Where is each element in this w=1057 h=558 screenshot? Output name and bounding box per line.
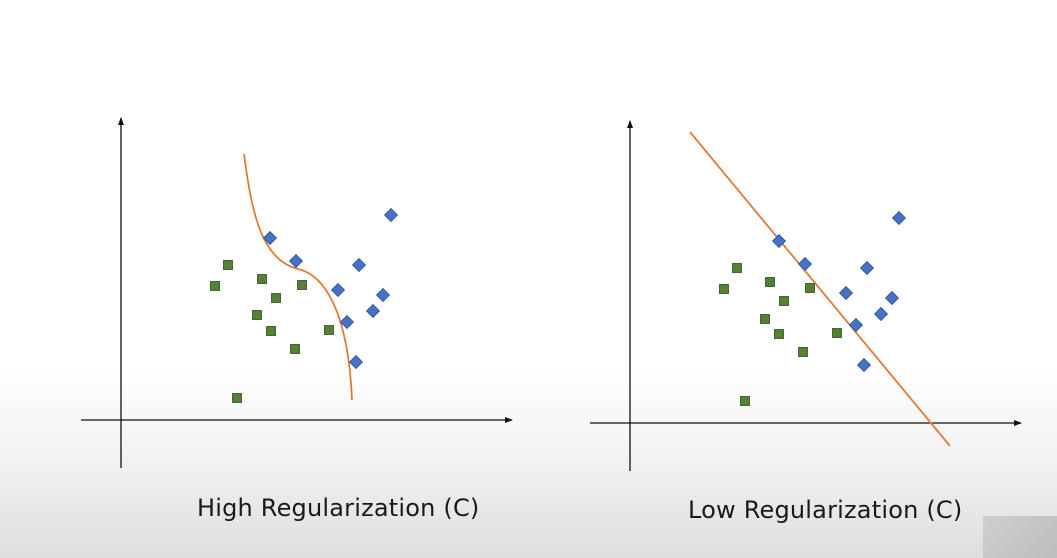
low-diamond-point-4 [859, 260, 875, 276]
caption-low-regularization: Low Regularization (C) [688, 496, 963, 524]
high-square-point-9 [324, 325, 334, 335]
caption-high-regularization: High Regularization (C) [197, 494, 480, 522]
low-square-point-7 [774, 329, 784, 339]
high-square-point-8 [290, 344, 300, 354]
high-diamond-point-5 [330, 282, 346, 298]
low-diamond-point-5 [838, 285, 854, 301]
low-diamond-point-8 [848, 317, 864, 333]
low-square-point-10 [740, 396, 750, 406]
right-data-points [719, 210, 907, 406]
high-square-point-10 [232, 393, 242, 403]
high-diamond-point-1 [262, 230, 278, 246]
corner-shade [983, 516, 1057, 558]
high-diamond-point-4 [351, 257, 367, 273]
low-square-point-2 [719, 284, 729, 294]
left-data-points [210, 207, 399, 403]
left-decision-boundary-curve [243, 153, 353, 401]
low-diamond-point-9 [856, 357, 872, 373]
high-square-point-1 [223, 260, 233, 270]
high-square-point-7 [266, 326, 276, 336]
low-square-point-3 [765, 277, 775, 287]
high-diamond-point-6 [375, 287, 391, 303]
left-panel [81, 117, 513, 468]
high-diamond-point-7 [365, 303, 381, 319]
low-square-point-8 [798, 347, 808, 357]
right-decision-boundary-line [689, 131, 951, 447]
low-diamond-point-6 [884, 290, 900, 306]
low-diamond-point-1 [771, 233, 787, 249]
low-square-point-5 [805, 283, 815, 293]
high-square-point-2 [210, 281, 220, 291]
high-square-point-6 [252, 310, 262, 320]
low-square-point-9 [832, 328, 842, 338]
low-diamond-point-3 [891, 210, 907, 226]
low-diamond-point-2 [797, 256, 813, 272]
low-square-point-1 [732, 263, 742, 273]
high-diamond-point-3 [383, 207, 399, 223]
low-square-point-6 [760, 314, 770, 324]
high-diamond-point-9 [348, 354, 364, 370]
low-diamond-point-7 [873, 306, 889, 322]
high-diamond-point-2 [288, 253, 304, 269]
high-diamond-point-8 [339, 314, 355, 330]
low-square-point-4 [779, 296, 789, 306]
high-square-point-3 [257, 274, 267, 284]
high-square-point-4 [271, 293, 281, 303]
high-square-point-5 [297, 280, 307, 290]
right-panel [590, 120, 1022, 471]
